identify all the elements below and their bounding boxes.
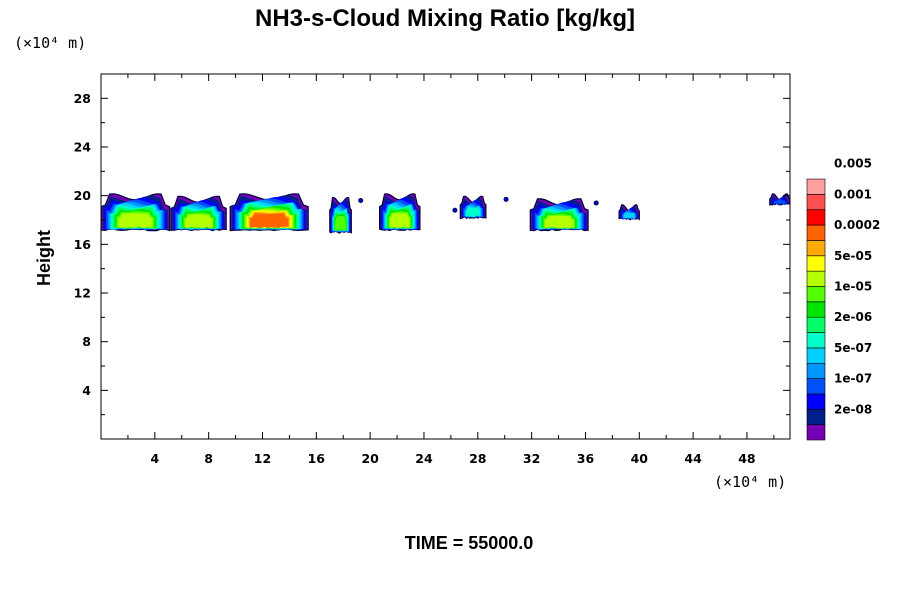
cloud-cell [170, 195, 227, 232]
y-tick-label: 16 [74, 237, 92, 252]
plot-area [101, 74, 790, 439]
y-axis-title: Height [34, 230, 54, 286]
y-unit-label: (×10⁴ m) [14, 34, 86, 52]
cloud-layer [101, 193, 790, 234]
colorbar-swatch [806, 194, 826, 211]
y-tick-label: 8 [82, 334, 91, 349]
y-tick-label: 24 [74, 140, 92, 155]
x-tick-label: 8 [204, 451, 213, 466]
cloud-cell [459, 195, 487, 220]
x-tick-label: 4 [150, 451, 159, 466]
cloud-contour-fill [623, 212, 635, 219]
x-tick-label: 16 [308, 451, 326, 466]
colorbar-swatch [806, 286, 826, 303]
colorbar-swatch [806, 316, 826, 333]
x-tick-label: 36 [577, 451, 595, 466]
colorbar-swatch [806, 270, 826, 287]
x-tick-label: 28 [469, 451, 486, 466]
colorbar-swatch [806, 178, 826, 195]
plot-frame [100, 73, 791, 440]
cloud-contour-fill [250, 213, 289, 229]
cloud-speck [503, 196, 509, 202]
colorbar-swatch [806, 424, 826, 441]
chart-title: NH3-s-Cloud Mixing Ratio [kg/kg] [255, 5, 635, 32]
y-tick-label: 28 [74, 91, 91, 106]
cloud-cell [379, 193, 421, 232]
colorbar-label: 1e-05 [834, 280, 872, 294]
colorbar-swatch [806, 408, 826, 425]
cloud-speck [452, 207, 458, 213]
colorbar-label: 1e-07 [834, 372, 872, 386]
time-label: TIME = 55000.0 [405, 533, 534, 553]
colorbar-label: 2e-08 [834, 402, 872, 416]
x-tick-label: 44 [684, 451, 702, 466]
colorbar-label: 0.0002 [834, 218, 880, 232]
x-tick-label: 24 [415, 451, 433, 466]
x-unit-label: (×10⁴ m) [714, 473, 786, 491]
colorbar [806, 178, 826, 441]
colorbar-label: 0.001 [834, 187, 872, 201]
y-tick-labels: 4 8 12 16 20 24 28 [74, 91, 92, 398]
colorbar-swatch [806, 362, 826, 379]
cloud-cell [618, 204, 640, 221]
colorbar-swatch [806, 224, 826, 241]
cloud-cell [101, 193, 171, 232]
colorbar-swatch [806, 332, 826, 349]
x-tick-labels: 4 8 12 16 20 24 28 32 36 40 44 48 [150, 451, 755, 466]
x-tick-label: 12 [254, 451, 271, 466]
cloud-contour-fill [389, 213, 410, 229]
x-tick-label: 40 [631, 451, 649, 466]
y-tick-label: 4 [82, 383, 91, 398]
x-tick-label: 32 [523, 451, 540, 466]
colorbar-label: 5e-05 [834, 249, 872, 263]
colorbar-swatch [806, 378, 826, 395]
colorbar-swatch [806, 240, 826, 257]
colorbar-swatch [806, 347, 826, 364]
colorbar-label: 2e-06 [834, 310, 872, 324]
colorbar-swatch [806, 301, 826, 318]
x-tick-label: 20 [361, 451, 379, 466]
cloud-cell [329, 196, 352, 234]
colorbar-swatch [806, 209, 826, 226]
colorbar-label: 0.005 [834, 157, 872, 171]
colorbar-swatch [806, 255, 826, 272]
colorbar-swatch [806, 393, 826, 410]
y-tick-label: 12 [74, 286, 91, 301]
cloud-cell [769, 193, 790, 206]
cloud-contour-fill [118, 213, 153, 229]
cloud-cell [529, 198, 589, 232]
cloud-contour-fill [335, 215, 346, 231]
cloud-speck [593, 200, 599, 206]
cloud-cell [229, 193, 309, 232]
y-tick-label: 20 [74, 188, 92, 203]
colorbar-label: 5e-07 [834, 341, 872, 355]
axis-ticks [101, 74, 790, 439]
cloud-contour-fill [466, 207, 480, 218]
colorbar-labels: 2e-08 1e-07 5e-07 2e-06 1e-05 5e-05 0.0002 0.00… [834, 157, 880, 417]
cloud-contour-fill [774, 199, 786, 205]
cloud-contour-fill [184, 214, 213, 229]
x-tick-label: 48 [738, 451, 755, 466]
cloud-contour-fill [544, 215, 574, 229]
cloud-speck [358, 198, 364, 204]
